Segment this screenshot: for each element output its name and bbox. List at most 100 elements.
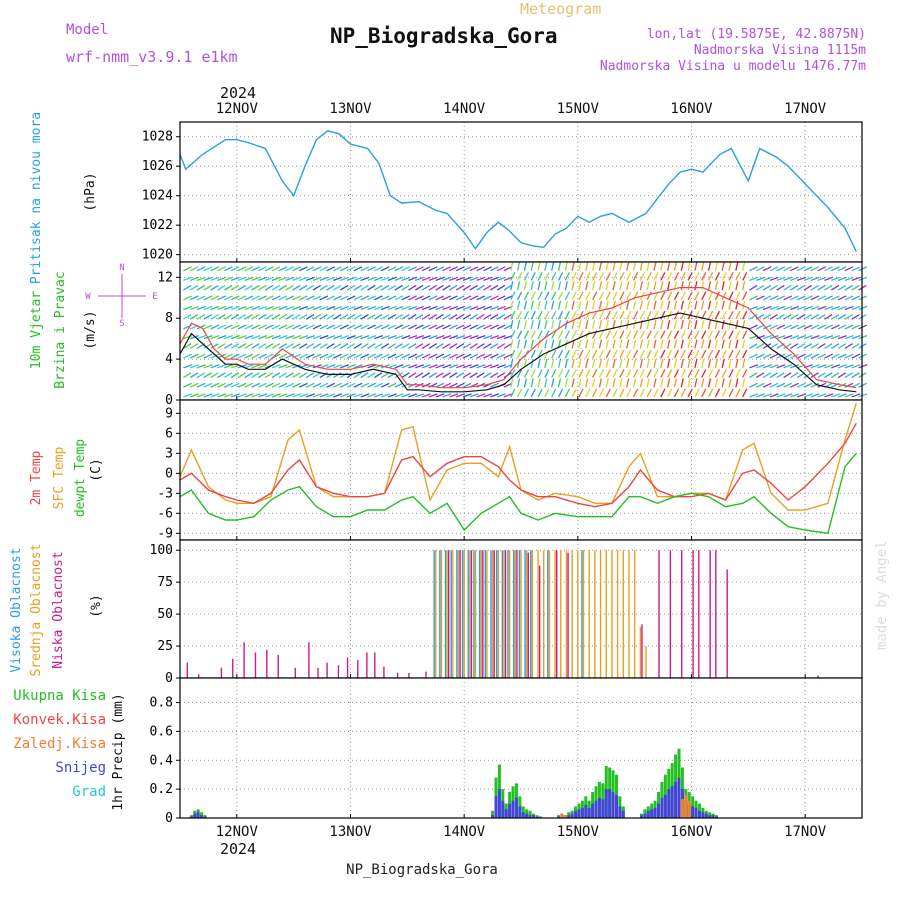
x-tick-label-bottom: 12NOV [216,824,259,840]
wind-axis-unit: (m/s) [83,310,98,349]
precip-snow-bar [518,806,521,818]
y-tick-label: 3 [165,446,173,461]
y-tick-label: 0.6 [150,724,173,739]
precip-snow-bar [505,809,508,818]
precip-snow-bar [601,799,604,818]
precip-frz-bar [684,795,687,818]
y-tick-label: 8 [165,311,173,326]
precip-snow-bar [622,811,625,818]
precip-snow-bar [647,811,650,818]
precip-snow-bar [612,792,615,818]
y-tick-label: 25 [157,639,173,654]
x-tick-label-bottom: 15NOV [557,824,600,840]
x-tick-label-top: 17NOV [784,101,827,117]
precip-frz-bar [681,799,684,818]
precip-snow-bar [671,786,674,818]
precip-snow-bar [522,812,525,818]
precip-snow-bar [705,814,708,818]
y-tick-label: 0 [165,466,173,481]
cloud-axis-low: Niska Oblacnost [51,551,66,668]
precip-snow-bar [498,789,501,818]
y-tick-label: 4 [165,352,173,367]
cloud-axis-mid: Srednja Oblacnost [29,543,44,676]
precip-snow-bar [584,805,587,818]
x-tick-label-bottom: 13NOV [329,824,372,840]
precip-snow-bar [494,796,497,818]
credit-label: made by Angel [874,540,890,650]
temp-axis-unit: (C) [89,458,104,481]
precip-snow-bar [674,782,677,818]
pressure-axis-title: Pritisak na nivou mora [29,112,44,284]
y-tick-label: 1026 [142,159,173,174]
precip-snow-bar [657,804,660,818]
model-label: Model [66,22,108,38]
y-tick-label: 50 [157,607,173,622]
precip-snow-bar [515,798,518,818]
temp-axis-title1: 2m Temp [29,450,44,505]
precip-snow-bar [701,812,704,818]
x-tick-label-top: 16NOV [670,101,713,117]
precip-snow-bar [664,795,667,818]
y-tick-label: 0 [165,671,173,686]
meteogram-label: Meteogram [520,0,601,18]
y-tick-label: 1024 [142,189,173,204]
legend-item: Konvek.Kisa [13,712,106,728]
y-tick-label: -6 [157,506,173,521]
y-tick-label: -3 [157,486,173,501]
precip-snow-bar [577,809,580,818]
compass-east: E [152,292,157,302]
model-elevation-label: Nadmorska Visina u modelu 1476.77m [600,59,866,74]
temp-axis-title2: SFC Temp [52,447,67,510]
precip-snow-bar [595,801,598,818]
temp-axis-title3: dewpt Temp [73,439,88,517]
y-tick-label: 1022 [142,218,173,233]
y-tick-label: 0 [165,811,173,826]
precip-snow-bar [525,814,528,818]
wind-axis-title: 10m Vjetar [29,291,44,369]
cloud-axis-high: Visoka Oblacnost [9,547,24,672]
plot-area [180,400,862,540]
precip-snow-bar [571,814,574,818]
elevation-label: Nadmorska Visina 1115m [694,43,866,58]
precip-axis-unit: 1hr Precip (mm) [111,693,126,810]
precip-snow-bar [654,808,657,818]
precip-snow-bar [618,806,621,818]
x-tick-label-bottom: 17NOV [784,824,827,840]
precip-panel: 0 0.2 0.4 0.6 0.8 Ukupna Kisa Konvek.Kisa Zaled… [13,678,862,826]
y-tick-label: 0.4 [150,753,174,768]
footer-station: NP_Biogradska_Gora [346,862,498,878]
y-tick-label: 0.8 [150,696,173,711]
precip-snow-bar [691,806,694,818]
precip-snow-bar [591,804,594,818]
year-label-top: 2024 [220,84,256,102]
legend-item: Grad [72,784,106,800]
x-tick-label-bottom: 16NOV [670,824,713,840]
precip-snow-bar [588,808,591,818]
precip-frz-bar [688,801,691,818]
wind-axis-title2: Brzina i Pravac [53,271,68,388]
precip-snow-bar [608,789,611,818]
precip-snow-bar [508,804,511,818]
y-tick-label: 100 [150,543,173,558]
precip-snow-bar [193,814,196,818]
precip-snow-bar [598,798,601,818]
precip-frz-bar [560,814,563,818]
legend-item: Zaledj.Kisa [13,736,106,752]
x-tick-label-bottom: 14NOV [443,824,486,840]
precip-snow-bar [501,801,504,818]
plot-area [180,122,862,262]
y-tick-label: -9 [157,526,173,541]
precip-snow-bar [605,789,608,818]
y-tick-label: 0.2 [150,782,173,797]
precip-snow-bar [667,789,670,818]
compass-north: N [119,263,124,273]
legend-item: Ukupna Kisa [13,688,106,704]
precip-snow-bar [677,778,680,818]
lonlat-label: lon,lat (19.5875E, 42.8875N) [647,27,866,42]
